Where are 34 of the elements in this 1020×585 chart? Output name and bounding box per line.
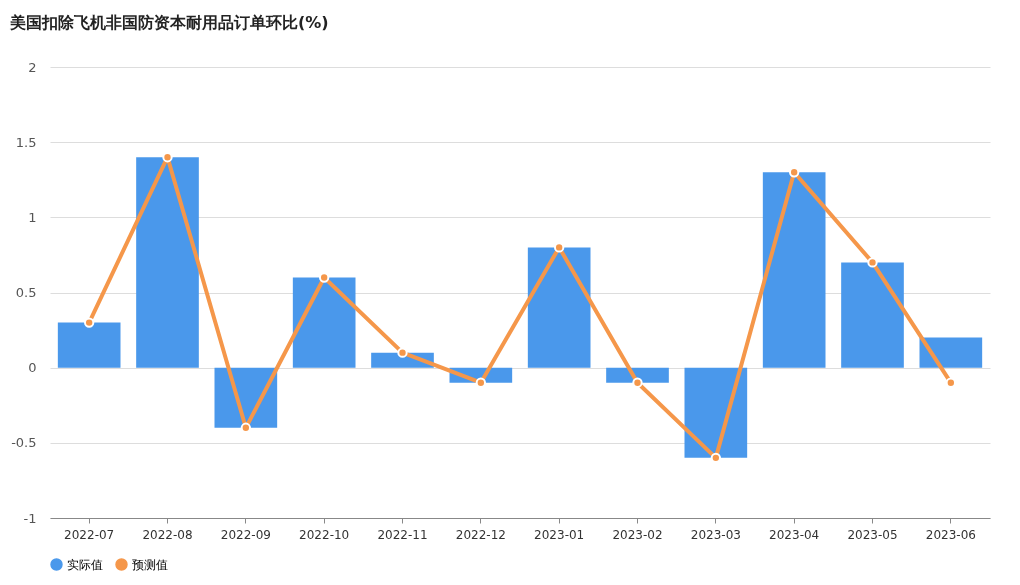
x-tick-label: 2022-11 xyxy=(377,527,428,542)
point xyxy=(867,257,878,268)
y-tick-label: 0 xyxy=(28,360,37,376)
x-tick-label: 2023-06 xyxy=(925,527,976,542)
bar xyxy=(606,367,669,383)
x-tick-label: 2022-08 xyxy=(142,527,193,542)
y-tick-label: -1 xyxy=(23,510,37,526)
bar xyxy=(136,157,199,368)
bar xyxy=(762,172,826,368)
point xyxy=(632,377,643,388)
point xyxy=(83,317,95,328)
point xyxy=(397,347,408,358)
chart-title: 美国扣除飞机非国防资本耐用品订单环比(%) xyxy=(9,13,329,32)
x-tick-label: 2022-10 xyxy=(299,527,350,542)
legend-label: 实际值 xyxy=(67,557,103,572)
x-tick-label: 2023-03 xyxy=(690,527,741,542)
bar xyxy=(841,262,904,368)
x-tick-label: 2023-02 xyxy=(612,527,663,542)
legend-label: 预测值 xyxy=(132,557,168,572)
bar xyxy=(292,277,356,368)
x-tick-label: 2022-07 xyxy=(64,527,115,542)
bar xyxy=(527,247,591,368)
y-tick-label: 1 xyxy=(28,209,37,225)
x-tick-label: 2023-04 xyxy=(769,527,820,542)
y-tick-label: -0.5 xyxy=(11,435,37,451)
x-tick-label: 2022-09 xyxy=(220,527,271,542)
x-tick-label: 2022-12 xyxy=(455,527,506,542)
bar xyxy=(919,337,983,368)
bar xyxy=(57,322,121,368)
x-tick-label: 2023-01 xyxy=(534,527,585,542)
y-tick-label: 1.5 xyxy=(15,134,37,150)
x-tick-label: 2023-05 xyxy=(847,527,898,542)
y-tick-label: 2 xyxy=(28,59,37,75)
y-tick-label: 0.5 xyxy=(15,285,37,300)
